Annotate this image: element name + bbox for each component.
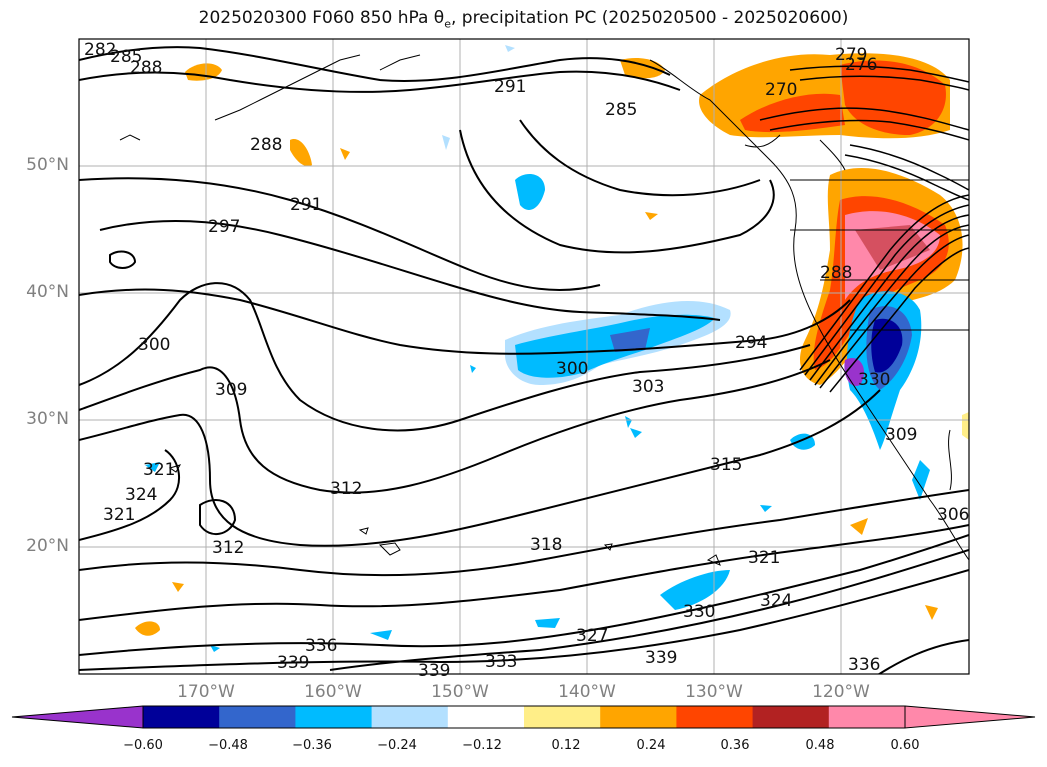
contour-label: 312 — [330, 479, 362, 499]
contour-label: 285 — [605, 100, 637, 120]
contour-label: 294 — [735, 333, 767, 353]
contour-label: 291 — [290, 195, 322, 215]
colorbar-swatch — [143, 706, 220, 728]
contour-label: 300 — [138, 335, 170, 355]
contour-label: 330 — [683, 602, 715, 622]
contour-label: 279 — [835, 45, 867, 65]
colorbar-extension-low — [11, 705, 144, 729]
contour-label: 321 — [103, 505, 135, 525]
colorbar-swatch — [371, 706, 449, 728]
colorbar-swatch — [676, 706, 754, 728]
contour-label: 336 — [305, 636, 337, 656]
contour-label: 339 — [277, 653, 309, 673]
title-prefix: 2025020300 F060 850 hPa θ — [198, 8, 445, 28]
colorbar-tick: −0.48 — [208, 738, 248, 753]
contour-label: 309 — [215, 380, 247, 400]
contour-label: 309 — [885, 425, 917, 445]
colorbar-swatch — [524, 706, 601, 728]
contour-label: 300 — [556, 359, 588, 379]
contour-label: 291 — [494, 77, 526, 97]
contour-label: 333 — [485, 652, 517, 672]
contour-label: 285 — [110, 47, 142, 67]
lon-label-120w: 120°W — [812, 682, 870, 702]
lon-label-150w: 150°W — [431, 682, 489, 702]
contour-label: 276 — [845, 55, 877, 75]
map-frame — [78, 38, 970, 675]
colorbar-swatch — [219, 706, 296, 728]
colorbar-swatch — [295, 706, 373, 728]
colorbar-outline — [142, 705, 906, 729]
title-subscript: e — [444, 17, 451, 31]
colorbar-tick: 0.60 — [890, 738, 920, 753]
colorbar-tick: −0.36 — [292, 738, 332, 753]
contour-label: 312 — [212, 538, 244, 558]
coastlines — [649, 59, 969, 561]
colorbar-swatches — [11, 705, 1036, 729]
contour-label: 288 — [250, 135, 282, 155]
colorbar-tick: 0.24 — [636, 738, 666, 753]
lon-label-130w: 130°W — [685, 682, 743, 702]
lat-label-40n: 40°N — [26, 282, 69, 302]
colorbar-tick: −0.60 — [123, 738, 163, 753]
contour-label: 297 — [208, 217, 240, 237]
contour-label: 336 — [848, 655, 880, 675]
contour-label: 306 — [937, 505, 969, 525]
colorbar — [11, 705, 1036, 729]
lat-label-30n: 30°N — [26, 409, 69, 429]
colorbar-swatch — [600, 706, 677, 728]
contour-label: 339 — [418, 661, 450, 681]
colorbar-extension-high — [904, 705, 1036, 729]
contour-label: 321 — [748, 548, 780, 568]
contour-label: 282 — [84, 40, 116, 60]
map-title: 2025020300 F060 850 hPa θe, precipitatio… — [0, 8, 1047, 30]
contour-label: 270 — [765, 80, 797, 100]
contour-label: 330 — [858, 370, 890, 390]
colorbar-tick: 0.48 — [805, 738, 835, 753]
colorbar-swatch — [447, 706, 525, 728]
theta-e-contours — [79, 46, 969, 674]
contour-label: 315 — [710, 455, 742, 475]
colorbar-tick: −0.24 — [377, 738, 417, 753]
contour-labels: 282 285 288 291 285 279 276 270 288 297 … — [84, 40, 969, 681]
contour-label: 324 — [760, 591, 792, 611]
contour-label: 303 — [632, 377, 664, 397]
colorbar-swatch — [752, 706, 830, 728]
contour-label: 288 — [130, 58, 162, 78]
title-suffix: , precipitation PC (2025020500 - 2025020… — [450, 8, 849, 28]
contour-label: 288 — [820, 263, 852, 283]
contour-label: 321 — [143, 460, 175, 480]
contour-label: 324 — [125, 485, 157, 505]
lon-label-140w: 140°W — [558, 682, 616, 702]
lon-label-170w: 170°W — [177, 682, 235, 702]
theta-e-contours-tight — [759, 65, 969, 393]
contour-label: 327 — [576, 626, 608, 646]
contour-label: 318 — [530, 535, 562, 555]
colorbar-tick: −0.12 — [462, 738, 502, 753]
lon-label-160w: 160°W — [304, 682, 362, 702]
lat-label-20n: 20°N — [26, 536, 69, 556]
contour-label: 339 — [645, 648, 677, 668]
colorbar-swatch — [828, 706, 905, 728]
colorbar-tick: 0.12 — [551, 738, 581, 753]
lat-label-50n: 50°N — [26, 155, 69, 175]
colorbar-tick: 0.36 — [720, 738, 750, 753]
